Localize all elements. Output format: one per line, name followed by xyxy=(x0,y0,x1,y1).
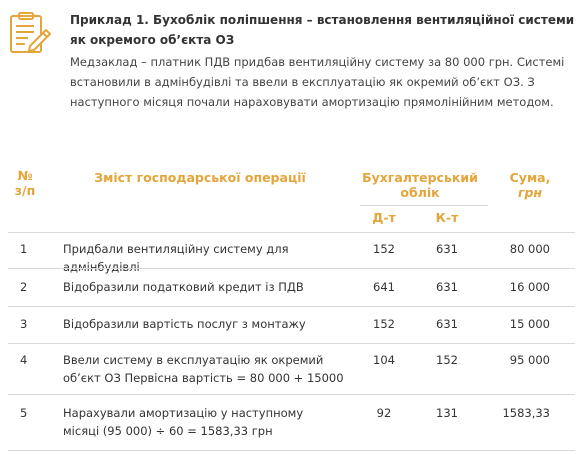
row-num: 2 xyxy=(20,280,28,294)
row-num: 5 xyxy=(20,406,28,420)
header-credit: К-т xyxy=(435,210,459,225)
row-divider xyxy=(8,450,575,451)
header-subdivider xyxy=(360,205,488,206)
row-divider xyxy=(8,306,575,307)
row-amount: 80 000 xyxy=(509,242,550,256)
row-amount: 15 000 xyxy=(509,317,550,331)
row-credit: 631 xyxy=(436,280,458,294)
row-credit: 631 xyxy=(436,317,458,331)
row-credit: 631 xyxy=(436,242,458,256)
row-amount: 16 000 xyxy=(509,280,550,294)
row-num: 1 xyxy=(20,242,28,256)
clipboard-pencil-icon xyxy=(8,10,54,56)
row-debit: 641 xyxy=(373,280,395,294)
row-amount: 1583,33 xyxy=(502,406,550,420)
header-sum: Сума, грн xyxy=(509,170,551,200)
row-debit: 152 xyxy=(373,317,395,331)
row-description: Придбали вентиляційну систему для адмінб… xyxy=(63,242,289,274)
row-description: Ввели систему в експлуатацію як окремий … xyxy=(63,353,344,385)
row-num: 3 xyxy=(20,317,28,331)
row-description: Відобразили вартість послуг з монтажу xyxy=(63,317,306,331)
row-description: Нарахували амортизацію у наступному міся… xyxy=(63,406,304,438)
row-divider xyxy=(8,268,575,269)
header-divider xyxy=(8,232,575,233)
row-divider xyxy=(8,343,575,344)
row-debit: 152 xyxy=(373,242,395,256)
header-content: Зміст господарської операції xyxy=(94,170,306,185)
header-num: № з/п xyxy=(14,168,36,198)
row-divider xyxy=(8,394,575,395)
header-debit: Д-т xyxy=(372,210,396,225)
row-num: 4 xyxy=(20,353,28,367)
example-title: Приклад 1. Бухоблік поліпшення – встанов… xyxy=(70,13,575,47)
row-debit: 104 xyxy=(373,353,395,367)
row-description: Відобразили податковий кредит із ПДВ xyxy=(63,280,304,294)
example-description: Медзаклад – платник ПДВ придбав вентиляц… xyxy=(70,55,565,109)
header-accounting: Бухгалтерський облік xyxy=(362,170,478,200)
row-credit: 131 xyxy=(436,406,458,420)
row-debit: 92 xyxy=(376,406,392,420)
row-credit: 152 xyxy=(436,353,458,367)
row-amount: 95 000 xyxy=(509,353,550,367)
